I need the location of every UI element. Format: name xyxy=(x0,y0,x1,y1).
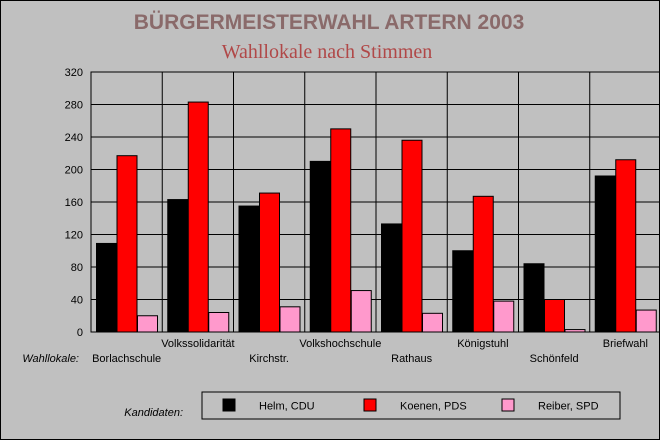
bar xyxy=(116,155,138,333)
bar xyxy=(167,199,189,333)
y-tick-label: 320 xyxy=(65,67,83,79)
legend-label: Helm, CDU xyxy=(259,401,315,413)
bar xyxy=(422,312,443,333)
plot-border xyxy=(90,71,660,333)
x-axis-label: Wahllokale: xyxy=(22,353,79,365)
chart-subtitle: Wahllokale nach Stimmen xyxy=(222,41,433,63)
y-tick-label: 160 xyxy=(65,197,83,209)
y-tick-label: 80 xyxy=(71,262,83,274)
bar xyxy=(523,263,545,333)
bar xyxy=(279,306,301,333)
category-label: Rathaus xyxy=(391,353,432,365)
y-tick-label: 0 xyxy=(77,327,83,339)
bar xyxy=(96,242,117,333)
legend-swatch xyxy=(501,398,515,412)
bar xyxy=(381,223,402,333)
category-label: Schönfeld xyxy=(530,353,579,365)
bar xyxy=(615,159,637,333)
bar xyxy=(309,160,331,333)
y-tick-label: 120 xyxy=(65,230,83,242)
y-tick-label: 280 xyxy=(65,100,83,112)
bar xyxy=(452,250,474,333)
bar xyxy=(635,309,657,333)
legend-swatch xyxy=(222,398,236,412)
bar xyxy=(493,300,515,333)
y-axis-ticks: 0 40 80 120 160 200 240 280 320 xyxy=(65,67,83,339)
bar xyxy=(330,128,352,333)
category-label: Volkshochschule xyxy=(299,338,381,350)
bar xyxy=(187,101,209,333)
bar xyxy=(137,315,158,333)
legend-label: Koenen, PDS xyxy=(400,401,467,413)
bar xyxy=(472,195,494,333)
legend-box xyxy=(201,391,621,420)
bar xyxy=(208,312,230,333)
category-label: Borlachschule xyxy=(92,353,161,365)
y-tick-label: 40 xyxy=(71,295,83,307)
bar xyxy=(401,139,423,333)
category-label: Briefwahl xyxy=(603,338,648,350)
bar xyxy=(544,299,565,333)
y-tick-label: 240 xyxy=(65,132,83,144)
bar xyxy=(238,205,260,333)
legend-swatch xyxy=(363,398,377,412)
category-label: Volkssolidarität xyxy=(161,338,234,350)
y-tick-label: 200 xyxy=(65,165,83,177)
legend-label: Reiber, SPD xyxy=(538,401,599,413)
bar xyxy=(594,175,616,333)
chart-title: BÜRGERMEISTERWAHL ARTERN 2003 xyxy=(134,11,525,34)
category-label: Kirchstr. xyxy=(249,353,289,365)
category-label: Königstuhl xyxy=(457,338,508,350)
bar xyxy=(350,290,372,333)
legend: Helm, CDU Koenen, PDS Reiber, SPD xyxy=(222,398,599,413)
bar xyxy=(259,192,280,333)
legend-title: Kandidaten: xyxy=(124,407,183,419)
